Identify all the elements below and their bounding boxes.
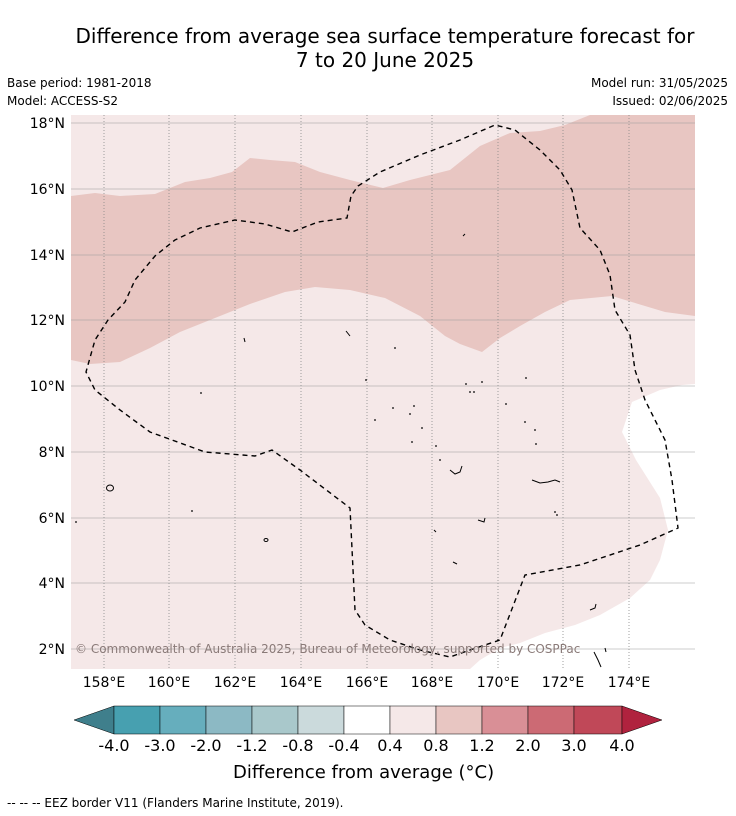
colorbar [73, 705, 663, 735]
anomaly-region-0p8-1p2 [71, 115, 695, 364]
lat-label: 18°N [30, 116, 65, 132]
latitude-gridlines [71, 122, 695, 650]
colorbar-tick: -4.0 [98, 736, 129, 755]
colorbar-swatch [205, 705, 253, 735]
colorbar-tick: -0.8 [282, 736, 313, 755]
model-run-text: Model run: 31/05/2025 [590, 76, 728, 90]
lon-label: 168°E [411, 675, 454, 691]
lat-label: 12°N [30, 313, 65, 329]
lat-label: 16°N [30, 182, 65, 198]
lat-label: 6°N [39, 511, 65, 527]
colorbar-tick: 0.4 [377, 736, 402, 755]
lat-label: 10°N [30, 379, 65, 395]
base-period-text: Base period: 1981-2018 [7, 76, 152, 90]
colorbar-tick: 1.2 [469, 736, 494, 755]
colorbar-tick: 0.8 [423, 736, 448, 755]
lon-label: 170°E [477, 675, 520, 691]
map-area [71, 115, 695, 669]
lon-label: 174°E [608, 675, 651, 691]
lat-label: 14°N [30, 248, 65, 264]
colorbar-max-extend [621, 705, 663, 735]
model-text: Model: ACCESS-S2 [7, 94, 119, 108]
colorbar-tick: 2.0 [515, 736, 540, 755]
colorbar-tick: 3.0 [561, 736, 586, 755]
lon-label: 164°E [280, 675, 323, 691]
colorbar-min-extend [73, 705, 115, 735]
lon-label: 166°E [346, 675, 389, 691]
longitude-gridlines [103, 115, 630, 669]
latitude-labels: 18°N 16°N 14°N 12°N 10°N 8°N 6°N 4°N 2°N [30, 116, 65, 658]
lon-label: 172°E [542, 675, 585, 691]
lon-label: 158°E [83, 675, 126, 691]
colorbar-tick: -0.4 [328, 736, 359, 755]
colorbar-tick: -2.0 [190, 736, 221, 755]
lat-label: 2°N [39, 642, 65, 658]
title-line-2: 7 to 20 June 2025 [295, 48, 475, 72]
colorbar-swatch [481, 705, 529, 735]
colorbar-tick: -3.0 [144, 736, 175, 755]
colorbar-title: Difference from average (°C) [233, 762, 495, 783]
colorbar-swatch [251, 705, 299, 735]
colorbar-swatch [113, 705, 161, 735]
lat-label: 8°N [39, 445, 65, 461]
colorbar-swatch [389, 705, 437, 735]
colorbar-tick-labels: -4.0 -3.0 -2.0 -1.2 -0.8 -0.4 0.4 0.8 1.… [98, 736, 634, 755]
eez-border [85, 124, 679, 658]
colorbar-swatch [573, 705, 623, 735]
colorbar-swatch [435, 705, 483, 735]
lat-label: 4°N [39, 576, 65, 592]
colorbar-swatch [297, 705, 345, 735]
small-islets [75, 347, 558, 641]
colorbar-tick: 4.0 [609, 736, 634, 755]
colorbar-swatch [527, 705, 575, 735]
lon-label: 162°E [214, 675, 257, 691]
eez-legend-text: -- -- -- EEZ border V11 (Flanders Marine… [7, 796, 344, 810]
issued-text: Issued: 02/06/2025 [612, 94, 728, 108]
islands [106, 233, 607, 668]
colorbar-swatch [343, 705, 391, 735]
copyright-text: © Commonwealth of Australia 2025, Bureau… [75, 642, 580, 656]
colorbar-tick: -1.2 [236, 736, 267, 755]
colorbar-swatch [159, 705, 207, 735]
lon-label: 160°E [148, 675, 191, 691]
longitude-labels: 158°E 160°E 162°E 164°E 166°E 168°E 170°… [83, 675, 651, 691]
title-line-1: Difference from average sea surface temp… [75, 24, 695, 48]
